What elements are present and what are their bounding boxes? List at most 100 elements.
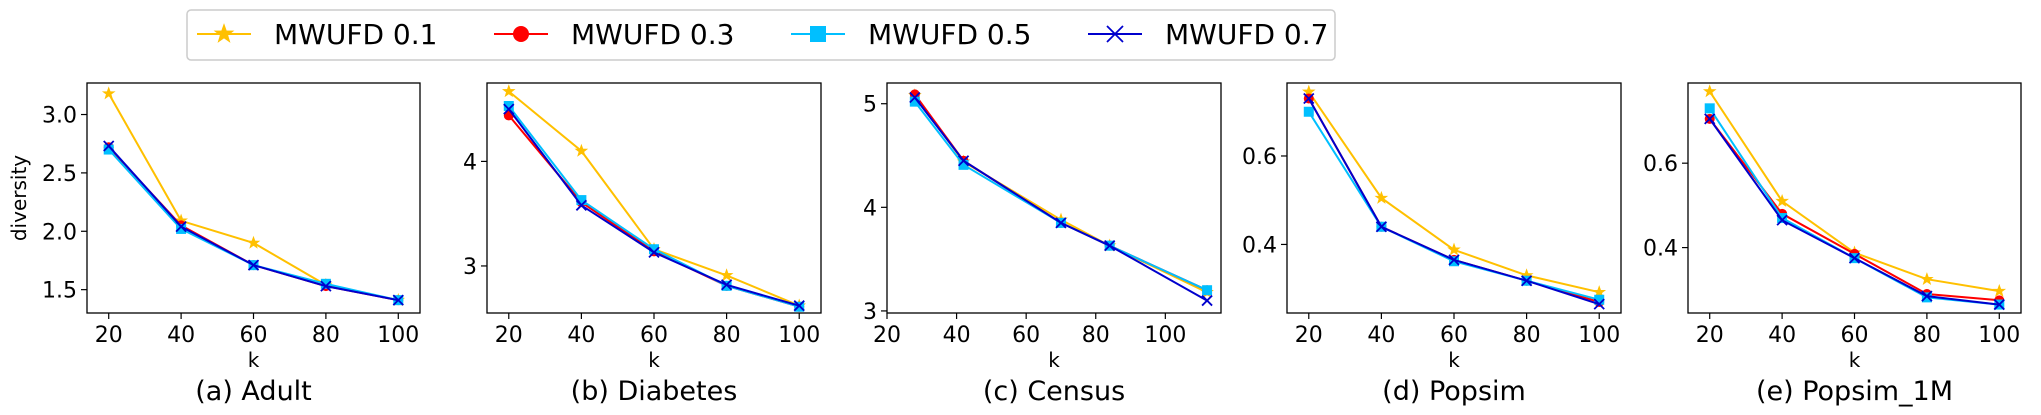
legend-entry-mwufd-0-7: MWUFD 0.7 (1088, 18, 1328, 51)
data-point (909, 96, 920, 107)
series-mwufd-0-3 (909, 89, 1213, 296)
x-tick-label: 20 (1295, 323, 1323, 348)
y-tick-label: 4 (463, 150, 477, 175)
data-point (958, 159, 969, 170)
data-point (1303, 92, 1315, 105)
series-line (1708, 107, 2000, 306)
y-tick-label: 4 (863, 196, 877, 221)
data-point (1592, 285, 1607, 299)
series-mwufd-0-5 (503, 101, 805, 312)
series-line (1708, 118, 2000, 306)
x-axis: 20 40 60 80 100 k (1295, 313, 1620, 372)
series-mwufd-0-5 (1303, 106, 1605, 305)
data-point (1704, 113, 1716, 125)
data-point (648, 246, 660, 259)
series-line (914, 100, 1208, 292)
legend-entry-mwufd-0-3: MWUFD 0.3 (494, 18, 734, 51)
x-tick-label: 80 (1082, 323, 1110, 348)
data-point (1776, 214, 1788, 226)
data-point (103, 140, 115, 152)
legend-entry-mwufd-0-1: MWUFD 0.1 (197, 18, 437, 51)
legend-label: MWUFD 0.3 (571, 18, 734, 51)
data-point (1704, 103, 1715, 114)
series-line (1307, 98, 1600, 306)
series-line (508, 114, 800, 308)
x-tick-label: 20 (1696, 323, 1724, 348)
data-point (1921, 290, 1933, 302)
y-tick-label: 2.0 (42, 220, 77, 245)
x-tick-label: 60 (1440, 323, 1468, 348)
y-axis: 0.4 0.6 (1643, 152, 1688, 262)
plot-area-frame (886, 82, 1222, 314)
x-axis-label: k (648, 348, 660, 372)
data-point (1449, 256, 1459, 267)
series-mwufd-0-7 (103, 140, 404, 306)
data-point (501, 84, 516, 98)
data-point (503, 103, 515, 115)
legend-label: MWUFD 0.5 (868, 18, 1031, 51)
x-axis: 20 40 60 80 100 k (95, 313, 419, 372)
y-tick-label: 5 (863, 93, 877, 118)
y-axis: 34 (463, 150, 487, 280)
x-axis-label: k (1448, 348, 1460, 372)
y-tick-label: 0.4 (1242, 233, 1277, 258)
data-point (1993, 298, 2005, 311)
y-axis: 0.4 0.6 (1242, 145, 1287, 258)
y-axis: 3 4 5 (863, 93, 887, 325)
x-axis-label: k (248, 348, 260, 372)
series-mwufd-0-3 (103, 142, 404, 306)
x-tick-label: 100 (1978, 323, 2020, 348)
data-point (320, 278, 331, 289)
series-mwufd-0-5 (103, 144, 404, 306)
x-tick-label: 20 (95, 323, 123, 348)
subplot-e-popsim-1m: 20 40 60 80 100 k 0.4 0.6 (e) Popsim_1M (1643, 82, 2022, 407)
series-mwufd-0-1 (101, 86, 406, 306)
legend-label: MWUFD 0.1 (274, 18, 437, 51)
x-tick-label: 60 (1012, 323, 1040, 348)
x-tick-label: 80 (713, 323, 741, 348)
star-marker-icon (213, 23, 235, 43)
legend-entry-mwufd-0-5: MWUFD 0.5 (791, 18, 1031, 51)
subplot-d-popsim: 20 40 60 80 100 k 0.4 0.6 (d) Popsim (1242, 82, 1622, 407)
series-line (508, 90, 800, 307)
x-axis: 20 40 60 80 100 k (1696, 313, 2020, 372)
series-line (1708, 118, 2000, 302)
x-tick-label: 60 (240, 323, 268, 348)
x-tick-label: 20 (495, 323, 523, 348)
data-point (1375, 221, 1388, 233)
data-point (320, 280, 332, 292)
series-line (508, 108, 800, 307)
subplots: 20 40 60 80 100 k 1.5 2.0 2.5 3.0 diversity (a) Adu… (7, 82, 2022, 407)
y-tick-label: 0.6 (1242, 145, 1277, 170)
square-marker-icon (810, 26, 826, 42)
x-tick-label: 40 (943, 323, 971, 348)
y-tick-label: 2.5 (42, 162, 77, 187)
data-point (1374, 190, 1389, 204)
data-point (1447, 242, 1461, 256)
subplot-caption: (a) Adult (195, 376, 312, 407)
x-tick-label: 80 (1513, 323, 1541, 348)
subplot-a-adult: 20 40 60 80 100 k 1.5 2.0 2.5 3.0 diversity (a) Adu… (7, 82, 421, 407)
data-point (719, 268, 734, 282)
y-tick-label: 3 (863, 300, 877, 325)
legend: MWUFD 0.1 MWUFD 0.3 MWUFD 0.5 MWUFD 0.7 (186, 9, 1336, 61)
series-mwufd-0-1 (908, 88, 1214, 299)
circle-marker-icon (513, 26, 529, 42)
data-point (1055, 217, 1067, 229)
data-point (103, 144, 114, 155)
data-point (1448, 254, 1460, 266)
data-point (1775, 194, 1789, 207)
series-mwufd-0-3 (503, 110, 805, 312)
data-point (1201, 294, 1213, 307)
data-point (175, 220, 187, 233)
data-point (1202, 285, 1213, 296)
data-point (957, 155, 970, 167)
x-tick-label: 80 (312, 323, 340, 348)
x-tick-label: 100 (1578, 323, 1620, 348)
y-tick-label: 3 (463, 255, 477, 280)
x-tick-label: 60 (1841, 323, 1869, 348)
data-point (1594, 294, 1605, 305)
data-point (1520, 275, 1533, 287)
data-point (575, 199, 588, 211)
x-axis: 20 40 60 80 100 k (495, 313, 820, 372)
